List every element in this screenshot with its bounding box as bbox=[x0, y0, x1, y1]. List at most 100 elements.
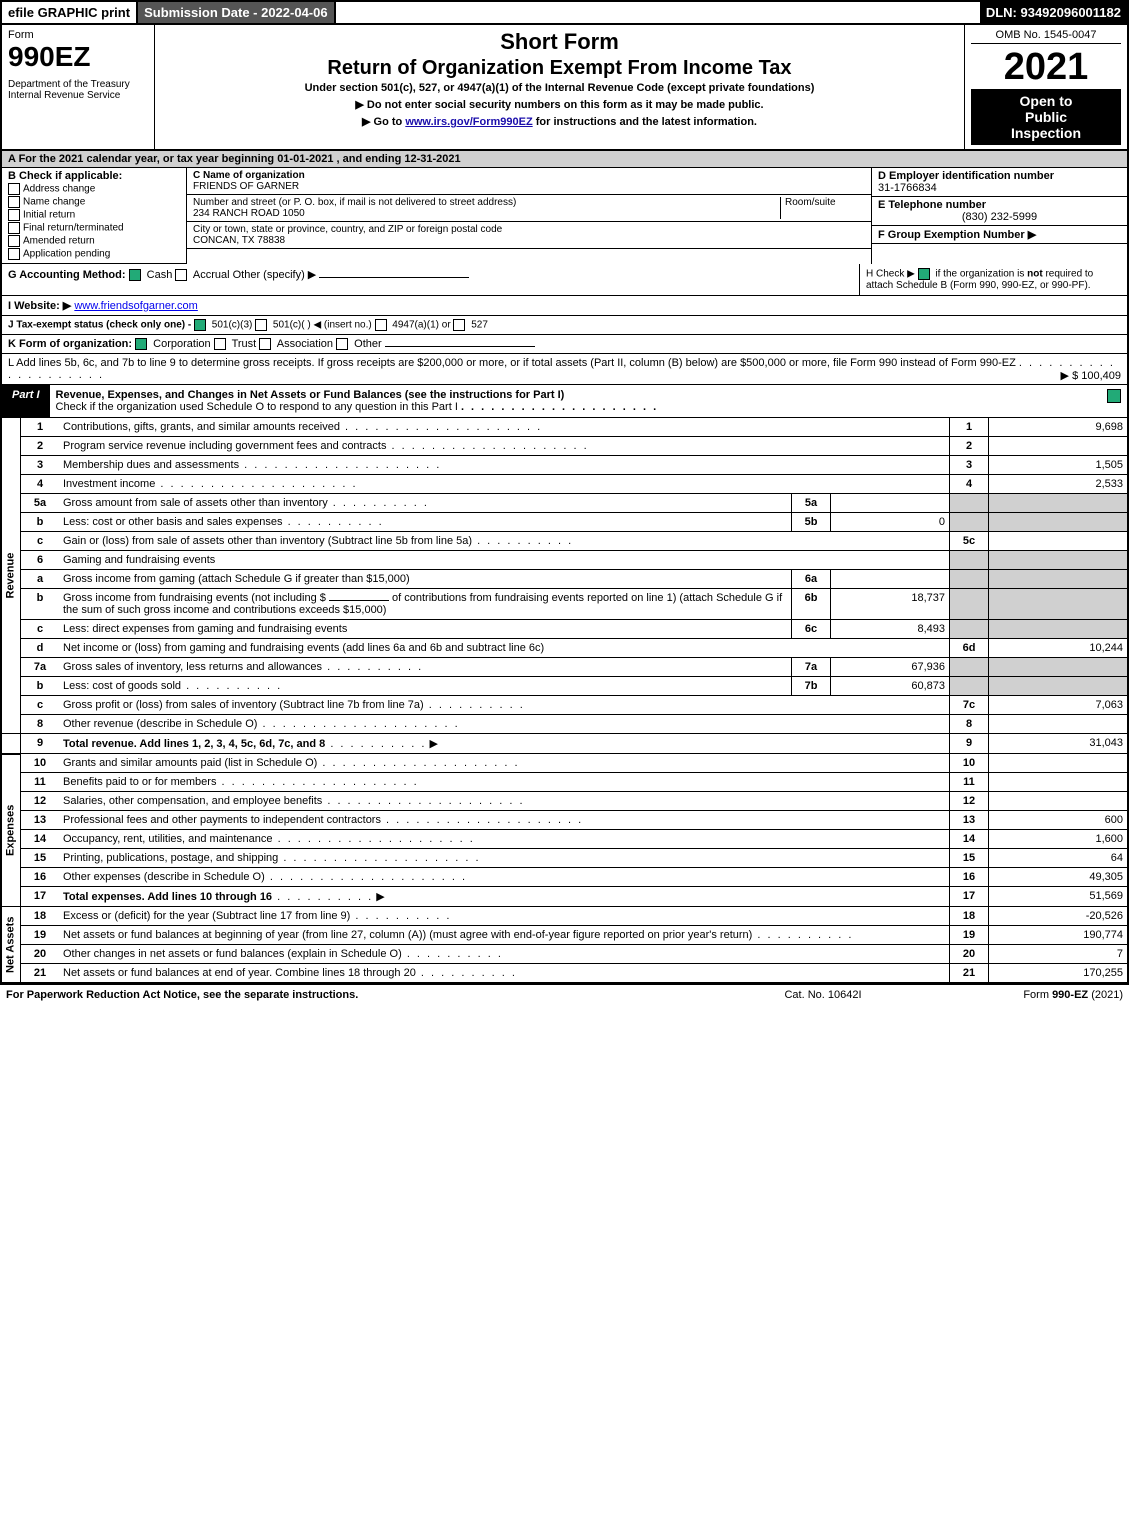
section-j: J Tax-exempt status (check only one) - 5… bbox=[0, 316, 1129, 335]
line-7c-box: 7c bbox=[950, 696, 989, 715]
instr2-suffix: for instructions and the latest informat… bbox=[533, 116, 757, 128]
line-9-box: 9 bbox=[950, 734, 989, 754]
line-5b-num: b bbox=[21, 513, 60, 532]
line-1-box: 1 bbox=[950, 418, 989, 437]
chk-final-return[interactable]: Final return/terminated bbox=[8, 222, 180, 234]
line-21-box: 21 bbox=[950, 964, 989, 983]
line-11-desc: Benefits paid to or for members bbox=[63, 776, 419, 788]
street-label: Number and street (or P. O. box, if mail… bbox=[193, 197, 516, 208]
section-de: D Employer identification number 31-1766… bbox=[872, 168, 1127, 264]
line-4-val: 2,533 bbox=[989, 475, 1129, 494]
line-17-num: 17 bbox=[21, 887, 60, 907]
street-row: Number and street (or P. O. box, if mail… bbox=[187, 195, 871, 222]
line-5b-subval: 0 bbox=[831, 513, 950, 532]
tax-year: 2021 bbox=[971, 46, 1121, 89]
page-footer: For Paperwork Reduction Act Notice, see … bbox=[0, 983, 1129, 1005]
accrual-label: Accrual bbox=[193, 269, 230, 281]
chk-cash[interactable] bbox=[129, 269, 141, 281]
line-19-num: 19 bbox=[21, 926, 60, 945]
accounting-method-label: G Accounting Method: bbox=[8, 269, 126, 281]
chk-association[interactable] bbox=[259, 338, 271, 350]
chk-501c3[interactable] bbox=[194, 319, 206, 331]
footer-form-pre: Form bbox=[1023, 989, 1052, 1001]
line-7b-num: b bbox=[21, 677, 60, 696]
chk-name-change[interactable]: Name change bbox=[8, 196, 180, 208]
line-15-num: 15 bbox=[21, 849, 60, 868]
line-9-desc: Total revenue. Add lines 1, 2, 3, 4, 5c,… bbox=[63, 738, 325, 750]
other-org-input[interactable] bbox=[385, 346, 535, 347]
opt-trust: Trust bbox=[232, 338, 257, 350]
chk-initial-return[interactable]: Initial return bbox=[8, 209, 180, 221]
line-6-num: 6 bbox=[21, 551, 60, 570]
line-1-val: 9,698 bbox=[989, 418, 1129, 437]
line-20-val: 7 bbox=[989, 945, 1129, 964]
line-5b-greybox bbox=[950, 513, 989, 532]
efile-print-label[interactable]: efile GRAPHIC print bbox=[2, 2, 138, 23]
other-specify-input[interactable] bbox=[319, 277, 469, 278]
line-11-val bbox=[989, 773, 1129, 792]
line-13-val: 600 bbox=[989, 811, 1129, 830]
chk-schedule-b[interactable] bbox=[918, 268, 930, 280]
chk-501c[interactable] bbox=[255, 319, 267, 331]
line-7c-num: c bbox=[21, 696, 60, 715]
line-16-box: 16 bbox=[950, 868, 989, 887]
irs-label: Internal Revenue Service bbox=[8, 90, 148, 101]
netassets-vertical-label: Net Assets bbox=[1, 907, 21, 983]
chk-527[interactable] bbox=[453, 319, 465, 331]
section-a-tax-year: A For the 2021 calendar year, or tax yea… bbox=[0, 151, 1129, 168]
tax-exempt-label: J Tax-exempt status (check only one) - bbox=[8, 320, 191, 331]
line-6a-sublbl: 6a bbox=[792, 570, 831, 589]
open-line-1: Open to bbox=[975, 93, 1117, 109]
line-6d-num: d bbox=[21, 639, 60, 658]
chk-other-org[interactable] bbox=[336, 338, 348, 350]
line-10-desc: Grants and similar amounts paid (list in… bbox=[63, 757, 520, 769]
line-6a-num: a bbox=[21, 570, 60, 589]
opt-corporation: Corporation bbox=[153, 338, 210, 350]
section-l-text: L Add lines 5b, 6c, and 7b to line 9 to … bbox=[8, 357, 1016, 369]
footer-cat-no: Cat. No. 10642I bbox=[723, 989, 923, 1001]
line-1-num: 1 bbox=[21, 418, 60, 437]
line-3-val: 1,505 bbox=[989, 456, 1129, 475]
line-6d-val: 10,244 bbox=[989, 639, 1129, 658]
org-name-value: FRIENDS OF GARNER bbox=[193, 181, 299, 192]
line-18-num: 18 bbox=[21, 907, 60, 926]
chk-address-change[interactable]: Address change bbox=[8, 183, 180, 195]
chk-corporation[interactable] bbox=[135, 338, 147, 350]
chk-amended-return[interactable]: Amended return bbox=[8, 235, 180, 247]
line-7a-num: 7a bbox=[21, 658, 60, 677]
line-7a-greybox bbox=[950, 658, 989, 677]
line-7a-sublbl: 7a bbox=[792, 658, 831, 677]
line-20-num: 20 bbox=[21, 945, 60, 964]
line-4-desc: Investment income bbox=[63, 478, 358, 490]
line-13-box: 13 bbox=[950, 811, 989, 830]
line-6c-desc: Less: direct expenses from gaming and fu… bbox=[59, 620, 792, 639]
section-b-title: B Check if applicable: bbox=[8, 170, 180, 182]
chk-application-pending[interactable]: Application pending bbox=[8, 248, 180, 260]
chk-trust[interactable] bbox=[214, 338, 226, 350]
part-1-checkbox[interactable] bbox=[1107, 389, 1121, 403]
line-6b-blank[interactable] bbox=[329, 600, 389, 601]
line-7b-greyval bbox=[989, 677, 1129, 696]
form-number: 990EZ bbox=[8, 41, 148, 73]
website-link[interactable]: www.friendsofgarner.com bbox=[74, 300, 198, 312]
line-5a-greyval bbox=[989, 494, 1129, 513]
line-14-val: 1,600 bbox=[989, 830, 1129, 849]
chk-initial-return-label: Initial return bbox=[23, 210, 75, 221]
line-14-num: 14 bbox=[21, 830, 60, 849]
chk-4947[interactable] bbox=[375, 319, 387, 331]
irs-link[interactable]: www.irs.gov/Form990EZ bbox=[405, 116, 532, 128]
instruction-1: ▶ Do not enter social security numbers o… bbox=[161, 98, 958, 111]
open-line-2: Public bbox=[975, 109, 1117, 125]
other-specify-label: Other (specify) ▶ bbox=[233, 269, 317, 281]
h-not: not bbox=[1027, 269, 1043, 280]
line-4-num: 4 bbox=[21, 475, 60, 494]
line-16-desc: Other expenses (describe in Schedule O) bbox=[63, 871, 467, 883]
chk-accrual[interactable] bbox=[175, 269, 187, 281]
line-19-box: 19 bbox=[950, 926, 989, 945]
line-10-num: 10 bbox=[21, 754, 60, 773]
line-5c-box: 5c bbox=[950, 532, 989, 551]
gross-receipts-amount: ▶ $ 100,409 bbox=[1061, 369, 1121, 382]
chk-name-change-label: Name change bbox=[23, 197, 85, 208]
line-8-num: 8 bbox=[21, 715, 60, 734]
line-2-val bbox=[989, 437, 1129, 456]
